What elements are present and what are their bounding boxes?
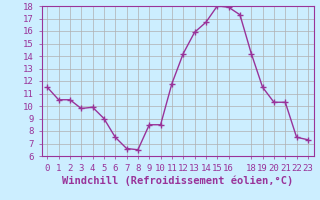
X-axis label: Windchill (Refroidissement éolien,°C): Windchill (Refroidissement éolien,°C) <box>62 175 293 186</box>
